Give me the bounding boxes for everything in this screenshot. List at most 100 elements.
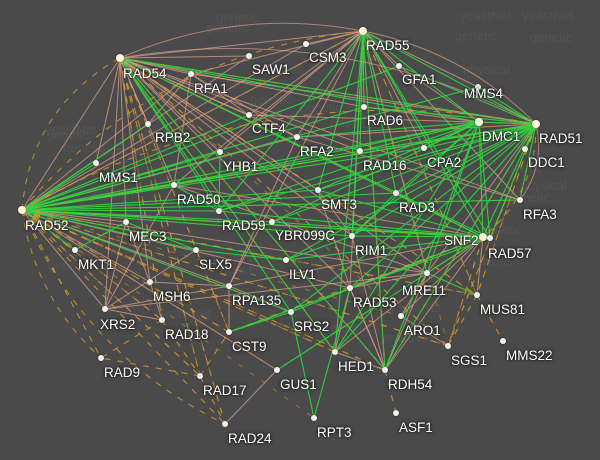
gene-node-aro1[interactable] (397, 312, 405, 320)
gene-node-hed1[interactable] (331, 348, 339, 356)
network-edge (119, 57, 365, 108)
gene-node-dmc1[interactable] (475, 118, 483, 126)
gene-node-rad3[interactable] (392, 189, 400, 197)
gene-node-rad54[interactable] (115, 53, 125, 63)
gene-node-slx5[interactable] (192, 246, 200, 254)
network-edge (199, 331, 230, 377)
gene-node-rad52[interactable] (17, 205, 27, 215)
gene-node-ctf4[interactable] (245, 111, 253, 119)
network-edge (351, 123, 537, 237)
gene-node-rad57[interactable] (486, 234, 494, 242)
gene-node-rdh54[interactable] (381, 366, 389, 374)
gene-node-rad6[interactable] (360, 103, 368, 111)
gene-node-rad51[interactable] (531, 119, 541, 129)
network-edge (119, 57, 478, 296)
network-edge (21, 209, 449, 347)
network-edge (21, 209, 273, 223)
network-edge (384, 236, 484, 371)
network-edge (21, 209, 151, 283)
gene-node-ybr099c[interactable] (268, 218, 276, 226)
network-edge (219, 30, 364, 153)
network-edge (228, 237, 491, 333)
network-edge (119, 30, 364, 59)
network-edge (21, 209, 353, 237)
gene-node-xrs2[interactable] (101, 305, 109, 313)
network-edge (296, 136, 521, 201)
gene-node-rad24[interactable] (221, 420, 229, 428)
gene-node-rad55[interactable] (358, 26, 368, 36)
gene-node-cst9[interactable] (225, 328, 233, 336)
network-edge (363, 106, 537, 125)
network-edge (104, 184, 175, 310)
network-edge (119, 57, 163, 321)
gene-node-cpa2[interactable] (420, 144, 428, 152)
gene-node-mre11[interactable] (423, 269, 431, 277)
gene-node-csm3[interactable] (302, 40, 310, 48)
gene-node-msh6[interactable] (146, 278, 154, 286)
network-edge (351, 235, 386, 371)
gene-node-rpa135[interactable] (225, 282, 233, 290)
network-edge (21, 209, 315, 419)
network-edge (384, 121, 480, 371)
network-edge (476, 123, 537, 296)
gene-node-srs2[interactable] (287, 308, 295, 316)
gene-node-mkt1[interactable] (71, 246, 79, 254)
network-edge (334, 236, 484, 353)
gene-node-asf1[interactable] (392, 409, 400, 417)
gene-node-rim1[interactable] (348, 232, 356, 240)
network-edge (195, 249, 287, 261)
gene-node-saw1[interactable] (245, 52, 253, 60)
network-edge (119, 57, 226, 425)
gene-node-snf2[interactable] (478, 232, 488, 242)
network-edge (173, 184, 428, 274)
network-edge (271, 123, 537, 223)
gene-node-mms1[interactable] (92, 159, 100, 167)
gene-node-rad18[interactable] (158, 316, 166, 324)
network-edge (271, 121, 480, 223)
gene-node-mec3[interactable] (122, 218, 130, 226)
network-edge (21, 86, 479, 211)
gene-node-mus81[interactable] (473, 291, 481, 299)
gene-node-gus1[interactable] (273, 366, 281, 374)
network-edge (21, 209, 106, 310)
gene-node-rad53[interactable] (346, 284, 354, 292)
gene-node-rfa1[interactable] (187, 70, 195, 78)
gene-node-mms22[interactable] (499, 337, 507, 345)
network-edge (119, 57, 336, 353)
gene-node-rad17[interactable] (196, 372, 204, 380)
gene-node-gfa1[interactable] (395, 62, 403, 70)
gene-node-rad16[interactable] (356, 147, 364, 155)
gene-node-ilv1[interactable] (282, 256, 290, 264)
gene-node-smt3[interactable] (314, 186, 322, 194)
network-edge (218, 121, 480, 212)
network-edge-arc (519, 123, 540, 201)
gene-node-rad50[interactable] (170, 181, 178, 189)
gene-node-rfa2[interactable] (293, 133, 301, 141)
network-edge (362, 30, 478, 296)
gene-node-sgs1[interactable] (444, 342, 452, 350)
network-edge (21, 209, 226, 425)
gene-node-rad59[interactable] (215, 207, 223, 215)
gene-node-rpt3[interactable] (310, 414, 318, 422)
network-edge (447, 236, 484, 347)
network-edge (362, 30, 397, 194)
network-edge (296, 30, 364, 138)
network-edge (147, 73, 192, 125)
network-edge (21, 209, 449, 347)
network-edge (104, 285, 230, 310)
network-edge (173, 121, 480, 186)
gene-node-rfa3[interactable] (516, 196, 524, 204)
network-edge (384, 123, 537, 371)
gene-node-rpb2[interactable] (144, 120, 152, 128)
network-edge (21, 209, 386, 371)
gene-node-mms4[interactable] (474, 83, 482, 91)
network-edge (21, 209, 76, 251)
gene-node-yhb1[interactable] (216, 148, 224, 156)
network-edge (21, 114, 250, 211)
network-edge (482, 123, 537, 238)
gene-node-ddc1[interactable] (521, 145, 529, 153)
network-edge (334, 351, 386, 371)
gene-node-rad9[interactable] (97, 354, 105, 362)
network-edge (478, 121, 491, 239)
